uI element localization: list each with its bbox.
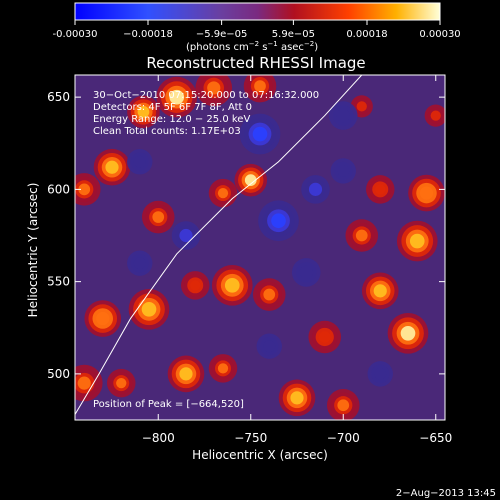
- colorbar-tick-label: −0.00018: [123, 29, 173, 40]
- heatmap-positive-blob: [290, 391, 304, 405]
- colorbar: [74, 2, 441, 21]
- x-axis-label: Heliocentric X (arcsec): [192, 448, 328, 462]
- chart-title: Reconstructed RHESSI Image: [146, 54, 365, 72]
- heatmap-negative-blob: [133, 155, 146, 168]
- y-tick-label: 650: [47, 90, 70, 104]
- x-axis-ticks: −800 −750 −700 −650: [142, 75, 452, 445]
- colorbar-tick-label: 5.9e−05: [272, 29, 315, 40]
- heatmap-negative-blob: [263, 340, 276, 353]
- x-tick-label: −650: [419, 431, 452, 445]
- footer-date: 2−Aug−2013 13:45: [396, 488, 496, 499]
- heatmap-positive-blob: [137, 106, 150, 118]
- heatmap-negative-blob: [308, 182, 323, 196]
- heatmap-positive-blob: [430, 110, 441, 121]
- colorbar-tick-label: 0.00030: [419, 29, 460, 40]
- heatmap-positive-blob: [169, 89, 185, 105]
- heatmap-negative-blob: [337, 165, 350, 177]
- x-tick-label: −800: [142, 431, 175, 445]
- heatmap-positive-blob: [356, 101, 367, 112]
- heatmap-blobs: [75, 75, 445, 420]
- heatmap-positive-blob: [190, 280, 201, 291]
- solar-limb-curve: [75, 75, 363, 415]
- heatmap-positive-blob: [400, 325, 416, 341]
- heatmap-positive-blob: [409, 233, 425, 249]
- heatmap-negative-blob: [271, 213, 286, 229]
- heatmap-negative-blob: [179, 228, 193, 243]
- heatmap-positive-blob: [224, 277, 240, 293]
- heatmap-positive-blob: [217, 187, 229, 199]
- x-tick-label: −750: [234, 431, 267, 445]
- heatmap-negative-blob: [133, 257, 146, 270]
- colorbar-ticks: -0.00030 −0.00018 −5.9e−05 5.9e−05 0.00018 0.…: [53, 20, 461, 40]
- annotation-time-range: 30−Oct−2010 07:15:20.000 to 07:16:32.000: [93, 90, 319, 101]
- heatmap-positive-blob: [77, 376, 91, 390]
- heatmap-negative-blob: [336, 108, 350, 123]
- heatmap-negative-blob: [252, 126, 268, 142]
- heatmap-positive-blob: [337, 399, 350, 412]
- y-axis-label: Heliocentric Y (arcsec): [26, 183, 40, 318]
- x-tick-label: −700: [327, 431, 360, 445]
- heatmap-positive-blob: [355, 229, 368, 242]
- heatmap-positive-blob: [419, 186, 434, 200]
- heatmap-positive-blob: [254, 80, 266, 92]
- colorbar-tick-label: −5.9e−05: [196, 29, 248, 40]
- annotation-block: 30−Oct−2010 07:15:20.000 to 07:16:32.000…: [93, 90, 319, 137]
- heatmap-positive-blob: [244, 174, 257, 187]
- heatmap-positive-blob: [373, 284, 387, 298]
- peak-position-label: Position of Peak = [−664,520]: [93, 399, 244, 410]
- colorbar-tick-label: 0.00018: [346, 29, 387, 40]
- heatmap-negative-blob: [374, 368, 387, 380]
- heatmap-positive-blob: [318, 331, 331, 343]
- y-tick-label: 600: [47, 182, 70, 196]
- heatmap-positive-blob: [78, 183, 91, 196]
- heatmap-positive-blob: [116, 377, 127, 389]
- heatmap-negative-blob: [299, 265, 313, 279]
- heatmap-positive-blob: [96, 311, 110, 326]
- heatmap-positive-blob: [375, 184, 386, 195]
- heatmap-positive-blob: [105, 160, 119, 174]
- annotation-energy-range: Energy Range: 12.0 − 25.0 keV: [93, 114, 250, 125]
- heatmap-positive-blob: [263, 288, 276, 301]
- y-tick-label: 500: [47, 367, 70, 381]
- annotation-detectors: Detectors: 4F 5F 6F 7F 8F, Att 0: [93, 102, 252, 113]
- y-tick-label: 550: [47, 275, 70, 289]
- heatmap-positive-blob: [141, 301, 157, 317]
- annotation-clean-counts: Clean Total counts: 1.17E+03: [93, 126, 241, 137]
- y-axis-ticks: 500 550 600 650: [47, 90, 445, 381]
- heatmap-positive-blob: [207, 81, 221, 95]
- heatmap-positive-blob: [152, 211, 165, 223]
- heatmap-positive-blob: [179, 367, 193, 381]
- heatmap-area: [75, 75, 445, 420]
- plot-frame: [74, 74, 446, 421]
- colorbar-units: (photons cm−2 s−1 asec−2): [186, 40, 318, 53]
- colorbar-tick-label: -0.00030: [53, 29, 98, 40]
- heatmap-positive-blob: [217, 363, 229, 374]
